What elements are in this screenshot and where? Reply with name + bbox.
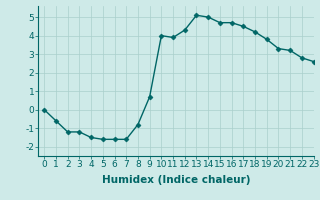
X-axis label: Humidex (Indice chaleur): Humidex (Indice chaleur)	[102, 175, 250, 185]
